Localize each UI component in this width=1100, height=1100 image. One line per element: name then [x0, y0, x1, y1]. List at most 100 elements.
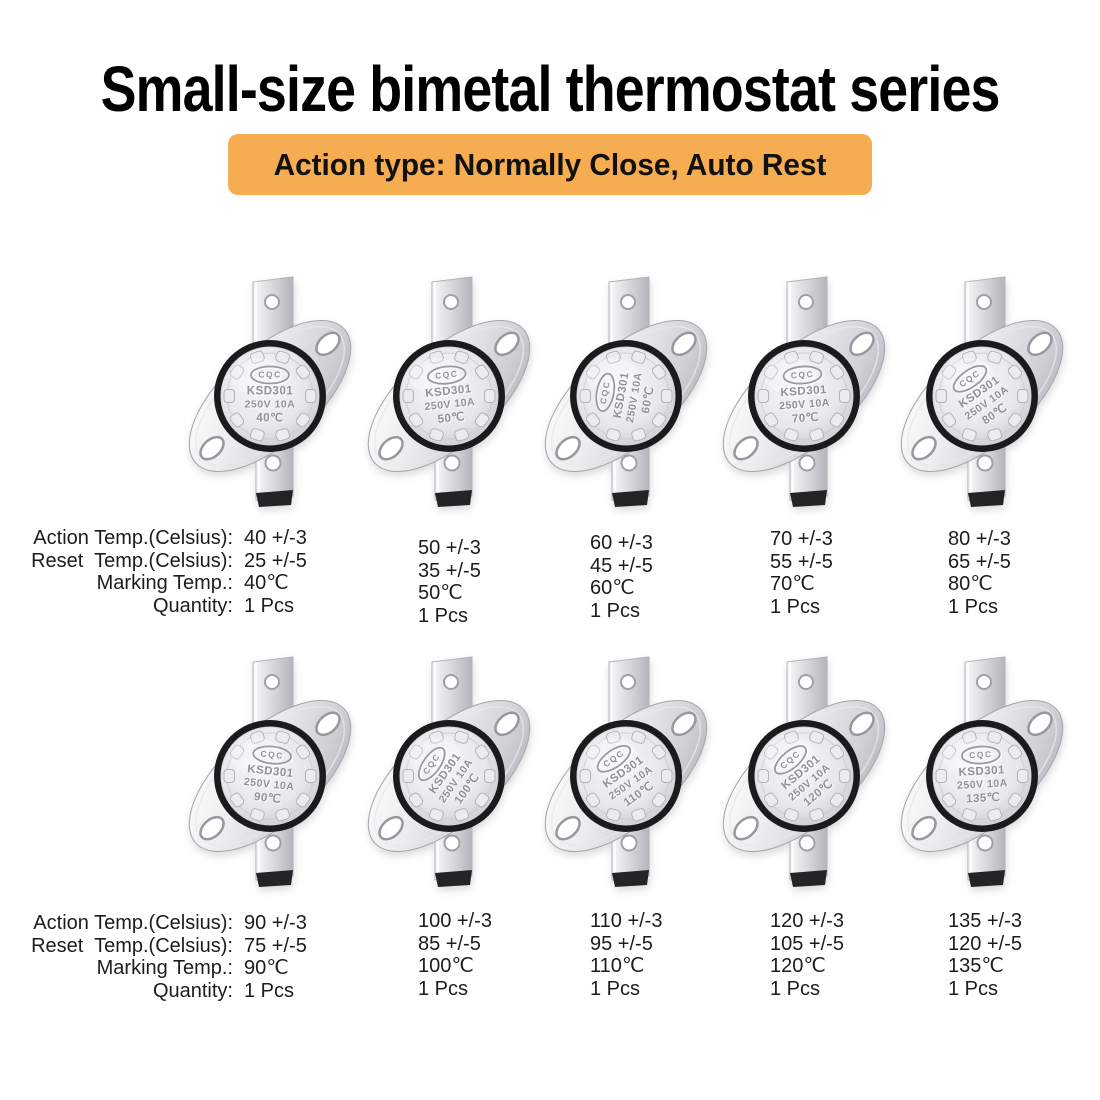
disc-marking-temp-text: 40℃	[257, 413, 284, 426]
flange-hole	[849, 711, 875, 737]
spec-values-column: 80 +/-3 65 +/-5 80℃ 1 Pcs	[948, 528, 1100, 618]
spec-values-column: 40 +/-3 25 +/-5 40℃ 1 Pcs	[244, 527, 404, 617]
spec-value-action-temp: 110 +/-3	[590, 910, 663, 932]
disc-gear-pattern	[402, 730, 496, 822]
disc-embossed-text: CQC CQC KSD301 KSD301 250V 10A 250V 10A …	[243, 745, 296, 807]
flange-hole	[378, 815, 404, 841]
spec-value-marking-temp: 135℃	[948, 955, 1004, 977]
spec-value-quantity: 1 Pcs	[948, 595, 999, 618]
spec-label-reset-temp: Reset Temp.(Celsius):	[31, 549, 233, 572]
spec-value-quantity: 1 Pcs	[948, 977, 999, 1000]
spec-row: Action Temp.(Celsius): Reset Temp.(Celsi…	[0, 910, 1100, 1012]
spec-value-marking-temp: 40℃	[244, 572, 289, 594]
spec-value-marking-temp: 80℃	[948, 573, 993, 595]
svg-text:KSD301: KSD301	[780, 384, 827, 399]
spec-values-column: 100 +/-3 85 +/-5 100℃ 1 Pcs	[418, 910, 578, 1000]
spec-value-marking-temp: 50℃	[418, 582, 463, 604]
svg-text:KSD301: KSD301	[425, 383, 473, 400]
spec-value-reset-temp: 120 +/-5	[948, 932, 1022, 955]
disc-embossed-text: CQC CQC KSD301 KSD301 250V 10A 250V 10A …	[774, 745, 837, 809]
disc-marking-temp-text: 60℃	[640, 384, 658, 413]
cqc-logo-oval	[961, 745, 1001, 765]
cqc-logo-oval	[426, 365, 467, 385]
flange-hole	[315, 331, 341, 357]
spec-value-action-temp: 80 +/-3	[948, 528, 1011, 550]
svg-text:CQC: CQC	[258, 370, 281, 380]
svg-text:250V 10A: 250V 10A	[245, 399, 296, 411]
bottom-terminal-tab	[611, 433, 650, 507]
action-type-banner: Action type: Normally Close, Auto Rest	[228, 134, 872, 195]
svg-text:50℃: 50℃	[437, 410, 465, 426]
spec-value-quantity: 1 Pcs	[590, 599, 641, 622]
thermostat-disc: CQC CQC KSD301 KSD301 250V 10A 250V 10A …	[214, 340, 326, 452]
spec-label-action-temp: Action Temp.(Celsius):	[33, 912, 233, 934]
disc-embossed-text: CQC CQC KSD301 KSD301 250V 10A 250V 10A …	[957, 745, 1009, 806]
svg-text:250V 10A: 250V 10A	[779, 397, 830, 413]
svg-text:250V 10A: 250V 10A	[424, 396, 476, 413]
insulator-tip	[612, 490, 649, 507]
disc-gear-pattern	[935, 350, 1029, 442]
thermostat-disc: CQC CQC KSD301 KSD301 250V 10A 250V 10A …	[214, 720, 326, 832]
thermostat-photo: CQC CQC KSD301 KSD301 250V 10A 250V 10A …	[516, 274, 736, 514]
disc-gear-pattern	[757, 350, 851, 442]
spec-value-reset-temp: 65 +/-5	[948, 550, 1011, 573]
spec-value-action-temp: 100 +/-3	[418, 910, 492, 932]
flange-hole	[733, 815, 759, 841]
cqc-logo-text: CQC	[261, 750, 285, 762]
cqc-logo-oval	[952, 364, 988, 393]
flange-hole	[733, 435, 759, 461]
spec-value-marking-temp: 110℃	[590, 955, 645, 977]
disc-rating-text: 250V 10A	[244, 777, 296, 794]
thermostat-disc: CQC CQC KSD301 KSD301 250V 10A 250V 10A …	[570, 340, 682, 452]
spec-label-marking-temp: Marking Temp.:	[96, 957, 233, 979]
svg-text:CQC: CQC	[790, 369, 814, 381]
flange-hole	[315, 711, 341, 737]
cqc-logo-oval	[782, 365, 823, 385]
spec-value-marking-temp: 90℃	[244, 957, 289, 979]
disc-model-text: KSD301	[426, 384, 474, 401]
flange-hole	[494, 711, 520, 737]
spec-value-marking-temp: 120℃	[770, 955, 826, 977]
spec-value-action-temp: 120 +/-3	[770, 910, 844, 932]
disc-marking-temp-text: 90℃	[254, 791, 282, 807]
disc-embossed-text: CQC CQC KSD301 KSD301 250V 10A 250V 10A …	[245, 365, 296, 426]
spec-value-action-temp: 70 +/-3	[770, 528, 833, 550]
disc-model-text: KSD301	[959, 765, 1006, 779]
disc-embossed-text: CQC CQC KSD301 KSD301 250V 10A 250V 10A …	[952, 364, 1013, 427]
spec-value-quantity: 1 Pcs	[418, 977, 469, 1000]
spec-value-marking-temp: 60℃	[590, 577, 635, 599]
insulator-tip	[790, 490, 827, 507]
spec-value-marking-temp: 70℃	[770, 573, 815, 595]
spec-values-column: 50 +/-3 35 +/-5 50℃ 1 Pcs	[418, 537, 578, 627]
spec-value-action-temp: 135 +/-3	[948, 910, 1022, 932]
spec-value-marking-temp: 100℃	[418, 955, 474, 977]
thermostat-photo: CQC CQC KSD301 KSD301 250V 10A 250V 10A …	[160, 654, 380, 894]
thermostat-photo: CQC CQC KSD301 KSD301 250V 10A 250V 10A …	[516, 654, 736, 894]
spec-label-marking-temp: Marking Temp.:	[96, 572, 233, 594]
cqc-logo-oval	[596, 744, 632, 773]
flange-hole	[1027, 331, 1053, 357]
spec-label-quantity: Quantity:	[152, 979, 233, 1002]
spec-values-column: 110 +/-3 95 +/-5 110℃ 1 Pcs	[590, 910, 750, 1000]
spec-value-quantity: 1 Pcs	[244, 594, 295, 617]
flange-hole	[849, 331, 875, 357]
svg-text:40℃: 40℃	[256, 412, 283, 425]
disc-gear-pattern	[402, 350, 496, 442]
cqc-logo-text: CQC	[970, 750, 994, 761]
thermostat-disc: CQC CQC KSD301 KSD301 250V 10A 250V 10A …	[570, 720, 682, 832]
insulator-tip	[256, 490, 293, 507]
svg-text:CQC: CQC	[969, 749, 993, 760]
disc-gear-pattern	[935, 730, 1029, 822]
spec-value-reset-temp: 25 +/-5	[244, 549, 307, 572]
spec-value-action-temp: 50 +/-3	[418, 537, 481, 559]
svg-text:CQC: CQC	[435, 369, 459, 381]
spec-values-column: 90 +/-3 75 +/-5 90℃ 1 Pcs	[244, 912, 404, 1002]
svg-text:KSD301: KSD301	[958, 764, 1005, 778]
flange-hole	[671, 331, 697, 357]
flange-hole	[1027, 711, 1053, 737]
svg-text:70℃: 70℃	[792, 411, 820, 426]
cqc-logo-text: CQC	[436, 369, 460, 381]
cqc-logo-text: CQC	[792, 370, 816, 382]
disc-gear-pattern	[223, 730, 317, 822]
disc-marking-temp-text: 50℃	[438, 411, 466, 427]
